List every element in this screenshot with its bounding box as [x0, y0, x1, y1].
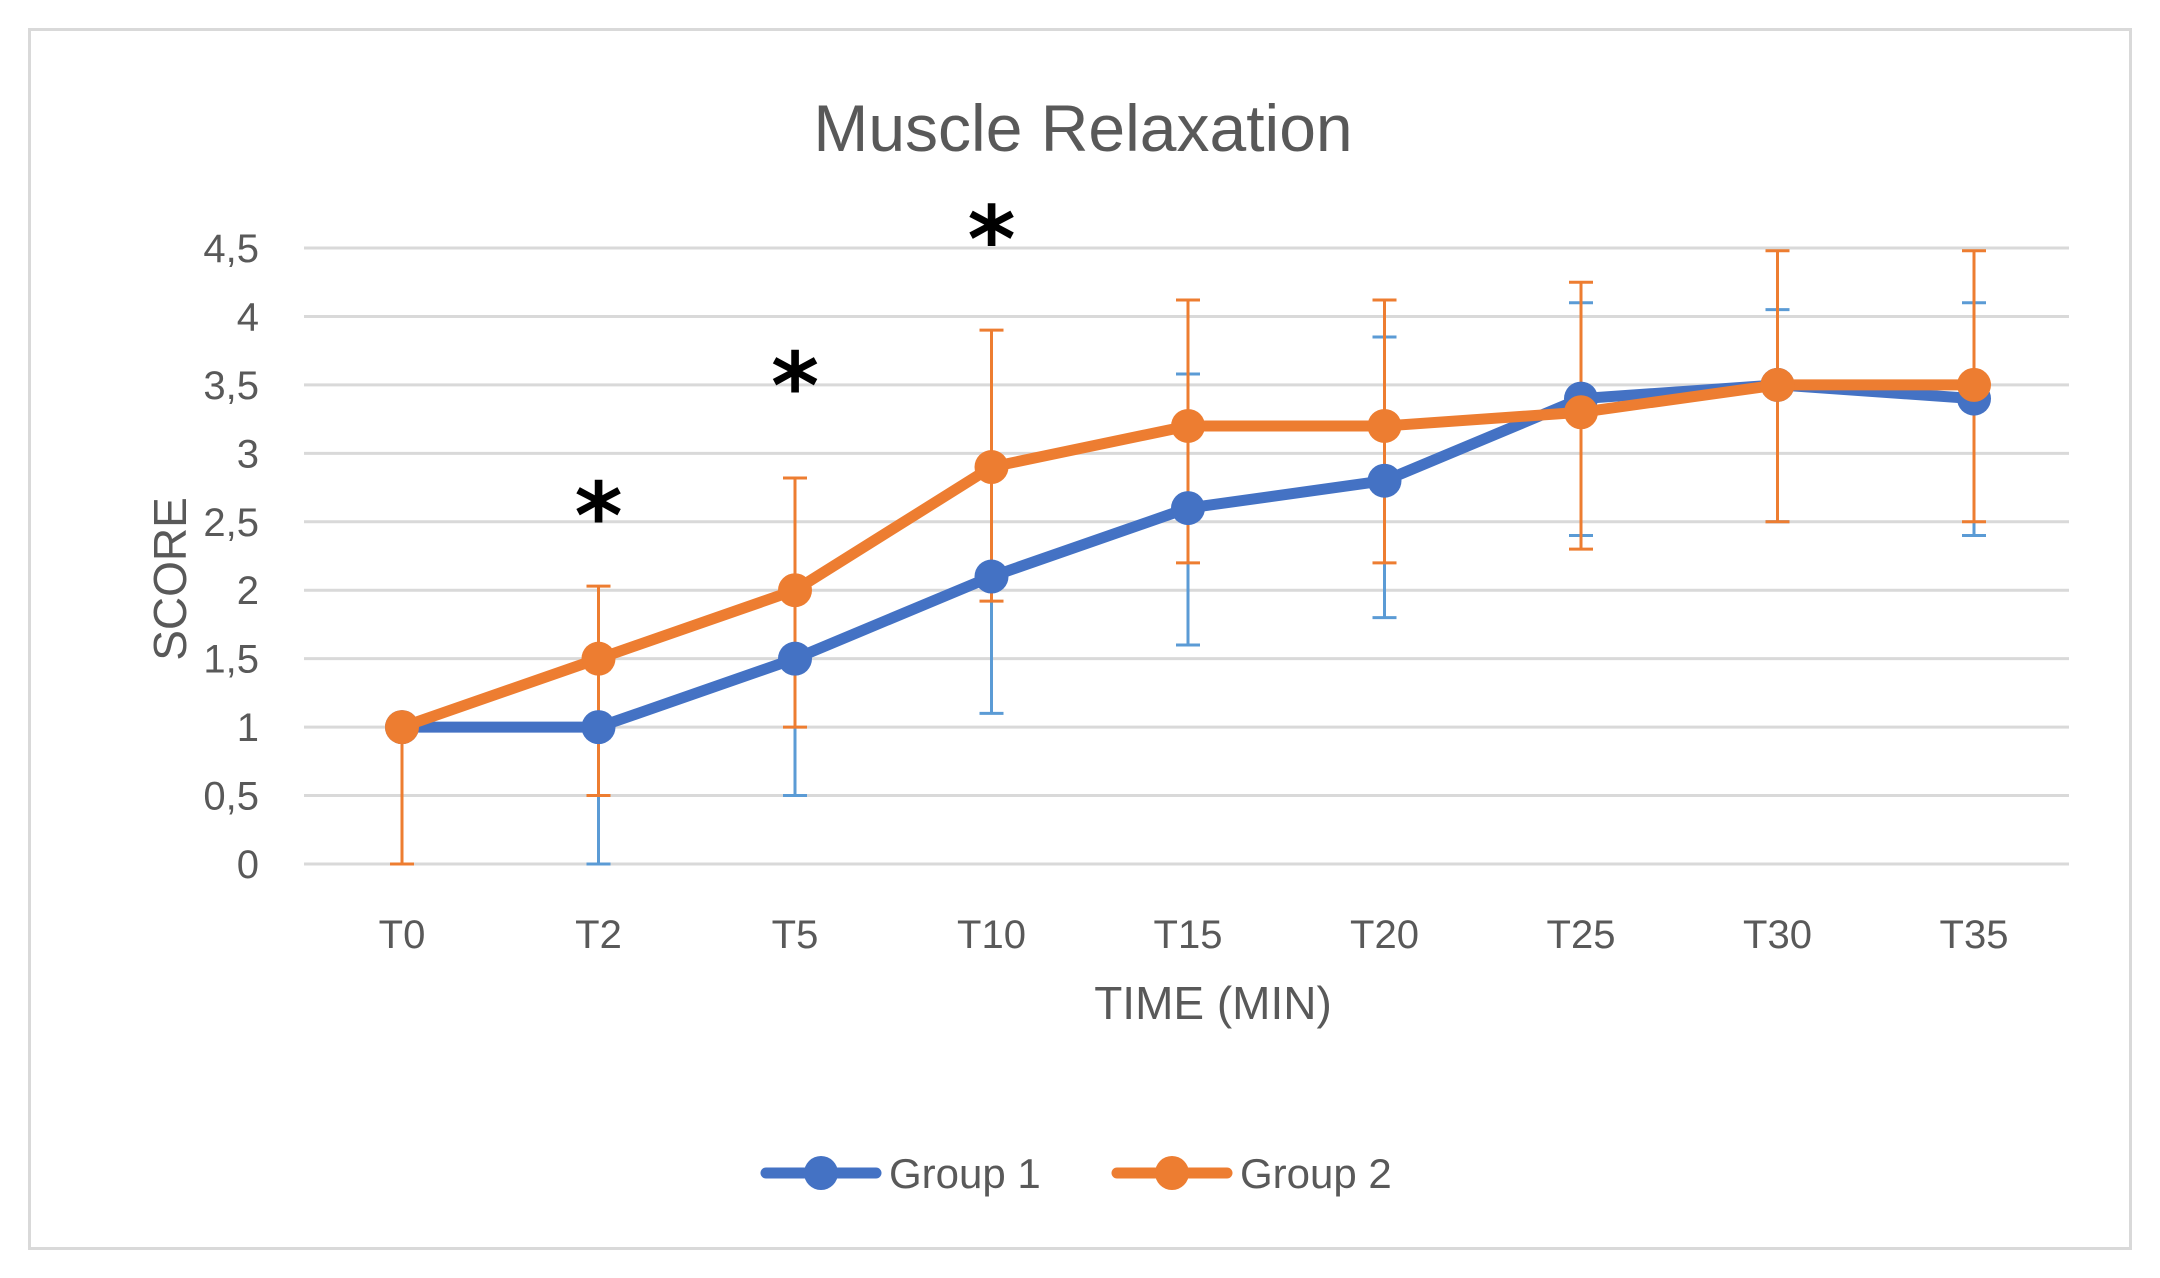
- y-tick-label: 3,5: [203, 364, 259, 408]
- x-tick-label: T25: [1547, 913, 1616, 957]
- x-tick-label: T10: [957, 913, 1026, 957]
- x-tick-label: T5: [772, 913, 819, 957]
- y-tick-label: 1,5: [203, 638, 259, 682]
- chart-title: Muscle Relaxation: [813, 91, 1352, 165]
- legend: Group 1 Group 2: [760, 1150, 1392, 1197]
- legend-marker-group-2: [1155, 1156, 1189, 1190]
- data-point-group-1: [1171, 491, 1205, 526]
- data-point-group-2: [1367, 408, 1402, 443]
- y-axis-ticks: 0 0,5 1 1,5 2 2,5 3 3,5 4 4,5: [203, 227, 259, 887]
- data-point-group-2: [778, 573, 812, 608]
- x-tick-label: T0: [379, 913, 426, 957]
- series-lines: [385, 367, 1991, 745]
- legend-label-group-1: Group 1: [889, 1150, 1041, 1197]
- data-point-group-1: [581, 710, 616, 745]
- x-tick-label: T15: [1154, 913, 1223, 957]
- x-axis-title: TIME (MIN): [1094, 977, 1332, 1029]
- legend-label-group-2: Group 2: [1240, 1150, 1392, 1197]
- y-tick-label: 4: [237, 295, 259, 339]
- data-point-group-2: [1171, 408, 1205, 443]
- y-axis-title: SCORE: [144, 497, 196, 661]
- error-bars: [390, 249, 1986, 866]
- line-chart: Muscle Relaxation 0 0,5 1 1,5 2 2,5 3 3,5 4 4,5 T…: [144, 91, 2069, 1197]
- data-point-group-2: [1760, 367, 1795, 402]
- data-point-group-2: [1564, 395, 1598, 430]
- chart-figure: Muscle Relaxation 0 0,5 1 1,5 2 2,5 3 3,5 4 4,5 T…: [28, 28, 2132, 1250]
- x-tick-label: T35: [1940, 913, 2009, 957]
- x-tick-label: T2: [575, 913, 622, 957]
- data-point-group-1: [1367, 463, 1402, 498]
- data-point-group-2: [581, 641, 616, 676]
- significance-asterisk: *: [967, 187, 1015, 294]
- data-point-group-1: [778, 641, 812, 676]
- significance-annotations: * * *: [574, 187, 1015, 571]
- legend-marker-group-1: [804, 1156, 838, 1190]
- x-tick-label: T30: [1743, 913, 1812, 957]
- y-tick-label: 2: [237, 569, 259, 613]
- data-point-group-2: [974, 450, 1009, 485]
- y-tick-label: 2,5: [203, 501, 259, 545]
- data-point-group-2: [385, 710, 419, 745]
- significance-asterisk: *: [771, 333, 819, 440]
- y-tick-label: 1: [237, 706, 259, 750]
- y-tick-label: 4,5: [203, 227, 259, 271]
- data-point-group-2: [1957, 367, 1991, 402]
- y-tick-label: 0,5: [203, 775, 259, 819]
- data-point-group-1: [974, 559, 1009, 594]
- x-axis-ticks: T0 T2 T5 T10 T15 T20 T25 T30 T35: [379, 913, 2009, 957]
- y-tick-label: 3: [237, 432, 259, 476]
- x-tick-label: T20: [1350, 913, 1419, 957]
- y-tick-label: 0: [237, 843, 259, 887]
- significance-asterisk: *: [574, 463, 622, 570]
